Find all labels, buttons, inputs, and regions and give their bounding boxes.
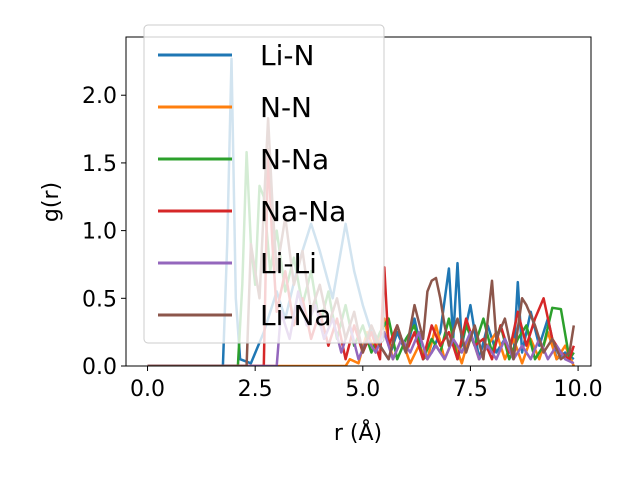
legend-label: Na-Na [260,195,346,228]
x-axis-label: r (Å) [334,419,382,446]
legend-box [143,24,385,344]
legend-label: N-N [260,91,312,124]
x-tick-label: 10.0 [554,377,603,402]
y-tick-label: 2.0 [82,84,117,109]
y-tick-label: 0.5 [82,287,117,312]
x-axis-ticks: 0.0 2.5 5.0 7.5 10.0 [130,366,603,402]
y-tick-label: 1.5 [82,152,117,177]
x-tick-label: 0.0 [130,377,165,402]
legend-label: Li-Na [260,299,332,332]
legend-items: Li-N N-N N-Na Na-Na Li-Li Li-Na [158,39,346,332]
x-tick-label: 7.5 [453,377,488,402]
legend-label: Li-N [260,39,314,72]
y-axis-label: g(r) [39,182,64,222]
x-tick-label: 2.5 [238,377,273,402]
legend-label: Li-Li [260,247,317,280]
legend-label: N-Na [260,143,329,176]
y-tick-label: 1.0 [82,220,117,245]
x-tick-label: 5.0 [345,377,380,402]
legend: Li-N N-N N-Na Na-Na Li-Li Li-Na [143,24,385,344]
y-tick-label: 0.0 [82,355,117,380]
y-axis-ticks: 0.0 0.5 1.0 1.5 2.0 [82,84,126,380]
